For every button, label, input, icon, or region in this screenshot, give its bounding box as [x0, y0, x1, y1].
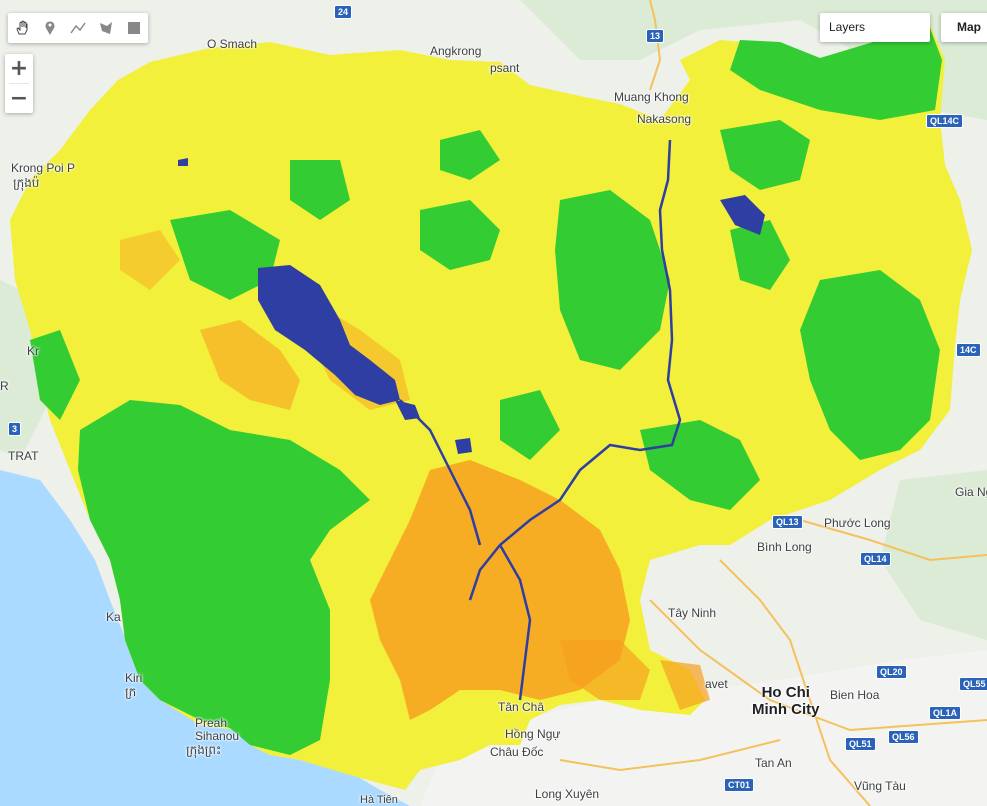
road-shield: QL55 [959, 677, 987, 691]
road-shield: QL56 [888, 730, 919, 744]
place-label: psant [490, 61, 520, 75]
place-label: TRAT [8, 449, 39, 463]
place-label: Tân Châ [498, 700, 545, 714]
place-label: R [0, 379, 9, 393]
place-label: ក្រុងប៉ [13, 176, 40, 190]
road-shield: 3 [8, 422, 22, 436]
place-label: Vũng Tàu [854, 779, 906, 793]
water-bodies [178, 158, 765, 454]
place-label: Kr [27, 344, 39, 358]
pan-hand-icon[interactable] [8, 13, 36, 43]
place-label: ក្រុងព្រះ [186, 743, 222, 757]
marker-icon[interactable] [36, 13, 64, 43]
map-type-button[interactable]: Map [941, 13, 987, 42]
rectangle-icon[interactable] [120, 13, 148, 43]
place-label: Kiri [125, 671, 143, 685]
hills-east [880, 470, 987, 640]
polygon-icon[interactable] [92, 13, 120, 43]
place-label: Hồng Ngự [505, 727, 561, 741]
place-label: Long Xuyên [535, 787, 600, 801]
drawing-toolbar [8, 13, 148, 43]
place-label: Bien Hoa [830, 688, 880, 702]
road-shield: QL20 [876, 665, 907, 679]
place-label: Bình Long [757, 540, 812, 554]
polyline-icon[interactable] [64, 13, 92, 43]
delta-land [420, 650, 987, 806]
place-label: Krong Poi P [11, 161, 76, 175]
place-label: Tây Ninh [668, 606, 717, 620]
layers-button[interactable]: Layers [820, 13, 930, 42]
road-shield: CT01 [724, 778, 755, 792]
rivers [399, 139, 682, 701]
place-label: ក្រ [125, 685, 137, 699]
place-label: Ka [106, 610, 121, 624]
zoom-out-button[interactable]: − [9, 85, 29, 111]
place-label: Châu Đốc [490, 745, 544, 759]
road-shield: QL14 [860, 552, 891, 566]
place-label: O Smach [207, 37, 258, 51]
place-label: Muang Khong [614, 90, 689, 104]
road-shield: QL51 [845, 737, 876, 751]
place-label: Preah Sihanou [195, 716, 240, 743]
zoom-divider [9, 83, 29, 84]
road-shield: 24 [334, 5, 353, 19]
roads [559, 0, 987, 806]
major-city-label: Ho Chi Minh City [752, 684, 820, 718]
zoom-in-button[interactable]: + [9, 55, 29, 81]
place-label: Tan An [755, 756, 792, 770]
road-shield: QL13 [772, 515, 803, 529]
place-label: Angkrong [430, 44, 482, 58]
place-label: avet [705, 677, 728, 691]
road-shield: 14C [956, 343, 981, 357]
place-label: Nakasong [637, 112, 692, 126]
road-shield: 13 [646, 29, 665, 43]
place-label: Hà Tiên [360, 794, 398, 806]
road-shield: QL1A [929, 706, 962, 720]
place-label: Phước Long [824, 516, 891, 530]
place-label: Gia Ng [955, 485, 987, 499]
forest-areas [30, 28, 942, 755]
zoom-control: + − [5, 54, 33, 113]
road-shield: QL14C [926, 114, 964, 128]
